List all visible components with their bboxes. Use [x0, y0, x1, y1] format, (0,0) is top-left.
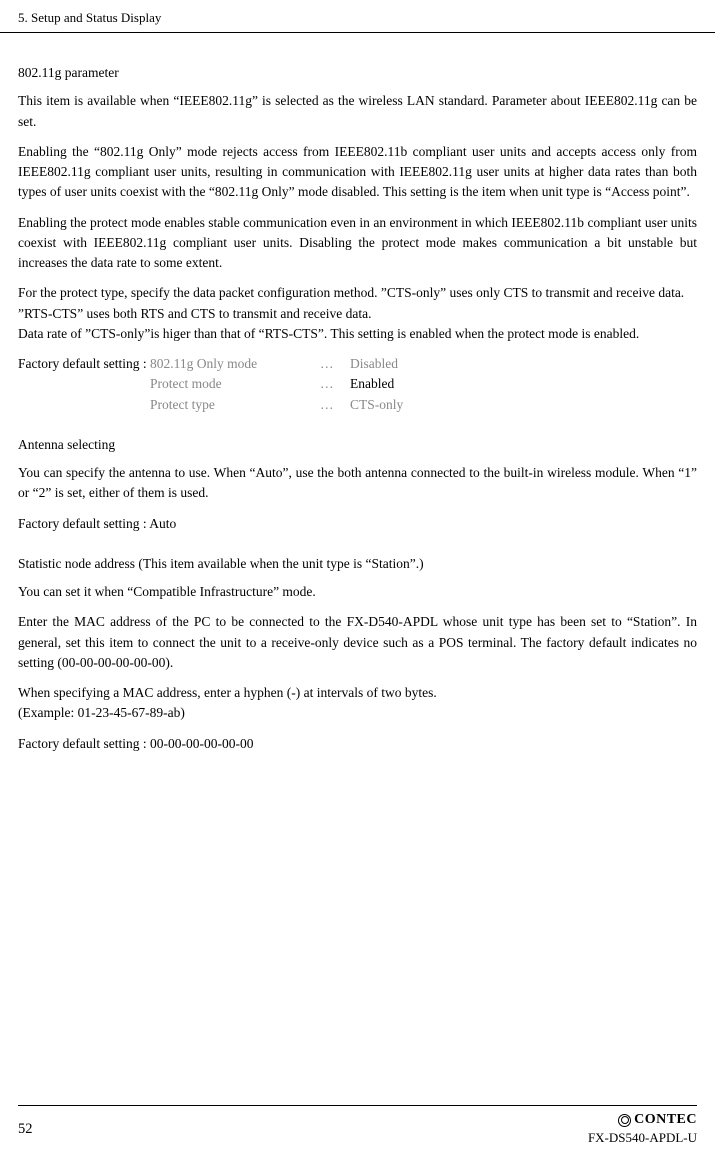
- defaults-row: 802.11g Only mode … Disabled: [150, 354, 411, 374]
- paragraph: Enter the MAC address of the PC to be co…: [18, 612, 697, 673]
- paragraph: For the protect type, specify the data p…: [18, 283, 697, 324]
- defaults-row: Protect type … CTS-only: [150, 395, 411, 415]
- setting-name: Protect type: [150, 395, 320, 415]
- contec-logo-icon: [618, 1114, 631, 1127]
- product-name: FX-DS540-APDL-U: [588, 1130, 697, 1146]
- footer-divider: [18, 1105, 697, 1106]
- footer-right: CONTEC FX-DS540-APDL-U: [588, 1112, 697, 1146]
- setting-dots: …: [320, 374, 350, 394]
- setting-name: 802.11g Only mode: [150, 354, 320, 374]
- defaults-row: Protect mode … Enabled: [150, 374, 411, 394]
- footer-content: 52 CONTEC FX-DS540-APDL-U: [18, 1112, 697, 1146]
- page-number: 52: [18, 1121, 33, 1138]
- paragraph: You can specify the antenna to use. When…: [18, 463, 697, 504]
- chapter-title: 5. Setup and Status Display: [18, 10, 161, 25]
- setting-value: Enabled: [350, 374, 411, 394]
- paragraph: This item is available when “IEEE802.11g…: [18, 91, 697, 132]
- paragraph: Factory default setting : 00-00-00-00-00…: [18, 734, 697, 754]
- paragraph: Factory default setting : Auto: [18, 514, 697, 534]
- setting-value: CTS-only: [350, 395, 411, 415]
- paragraph: (Example: 01-23-45-67-89-ab): [18, 703, 697, 723]
- setting-dots: …: [320, 354, 350, 374]
- brand-name: CONTEC: [634, 1112, 697, 1128]
- paragraph: When specifying a MAC address, enter a h…: [18, 683, 697, 703]
- paragraph: Data rate of ”CTS-only”is higer than tha…: [18, 324, 697, 344]
- paragraph: Enabling the “802.11g Only” mode rejects…: [18, 142, 697, 203]
- setting-dots: …: [320, 395, 350, 415]
- setting-value: Disabled: [350, 354, 411, 374]
- section-title-statistic-node: Statistic node address (This item availa…: [18, 554, 697, 574]
- factory-default-label: Factory default setting :: [18, 356, 150, 371]
- paragraph: You can set it when “Compatible Infrastr…: [18, 582, 697, 602]
- page-header: 5. Setup and Status Display: [0, 0, 715, 33]
- paragraph: Enabling the protect mode enables stable…: [18, 213, 697, 274]
- factory-defaults-block: Factory default setting : 802.11g Only m…: [18, 354, 697, 415]
- contec-logo: CONTEC: [588, 1112, 697, 1128]
- section-title-802-11g: 802.11g parameter: [18, 63, 697, 83]
- setting-name: Protect mode: [150, 374, 320, 394]
- page-content: 802.11g parameter This item is available…: [0, 33, 715, 754]
- defaults-table: 802.11g Only mode … Disabled Protect mod…: [150, 354, 411, 415]
- page-footer: 52 CONTEC FX-DS540-APDL-U: [0, 1105, 715, 1164]
- section-title-antenna: Antenna selecting: [18, 435, 697, 455]
